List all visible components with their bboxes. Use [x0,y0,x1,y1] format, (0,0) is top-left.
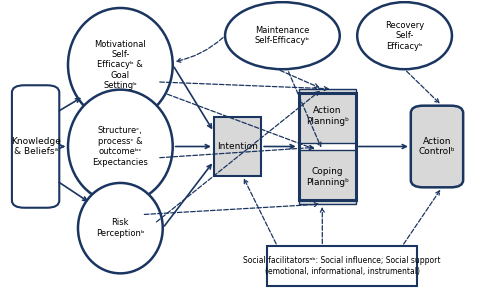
Ellipse shape [68,90,172,203]
Text: Coping
Planningᵇ: Coping Planningᵇ [306,167,349,187]
Bar [298,89,356,143]
Bar [298,150,356,204]
Text: Maintenance
Self-Efficacyᵇ: Maintenance Self-Efficacyᵇ [255,26,310,45]
FancyBboxPatch shape [411,106,463,187]
Ellipse shape [68,8,172,122]
Ellipse shape [225,2,340,69]
Bar [268,246,417,286]
FancyBboxPatch shape [12,85,60,208]
Ellipse shape [78,183,162,273]
Bar [214,117,261,176]
Text: Motivational
Self-
Efficacyᵇ &
Goal
Settingᵇ: Motivational Self- Efficacyᵇ & Goal Sett… [94,40,146,90]
Text: Social facilitatorsᵃᵇ: Social influence; Social support
(emotional, informationa: Social facilitatorsᵃᵇ: Social influence;… [244,256,441,276]
Bar [298,93,356,200]
Text: Risk
Perceptionᵇ: Risk Perceptionᵇ [96,219,144,238]
Text: Knowledge
& Beliefsᵃ: Knowledge & Beliefsᵃ [10,137,60,156]
Text: Structureᶜ,
processᶜ &
outcomeᵇᶜ
Expectancies: Structureᶜ, processᶜ & outcomeᵇᶜ Expecta… [92,126,148,167]
Text: Action
Controlᵇ: Action Controlᵇ [418,137,456,156]
Text: Action
Planningᵇ: Action Planningᵇ [306,106,349,126]
Ellipse shape [357,2,452,69]
Text: Intention: Intention [217,142,258,151]
Text: Recovery
Self-
Efficacyᵇ: Recovery Self- Efficacyᵇ [385,21,424,51]
